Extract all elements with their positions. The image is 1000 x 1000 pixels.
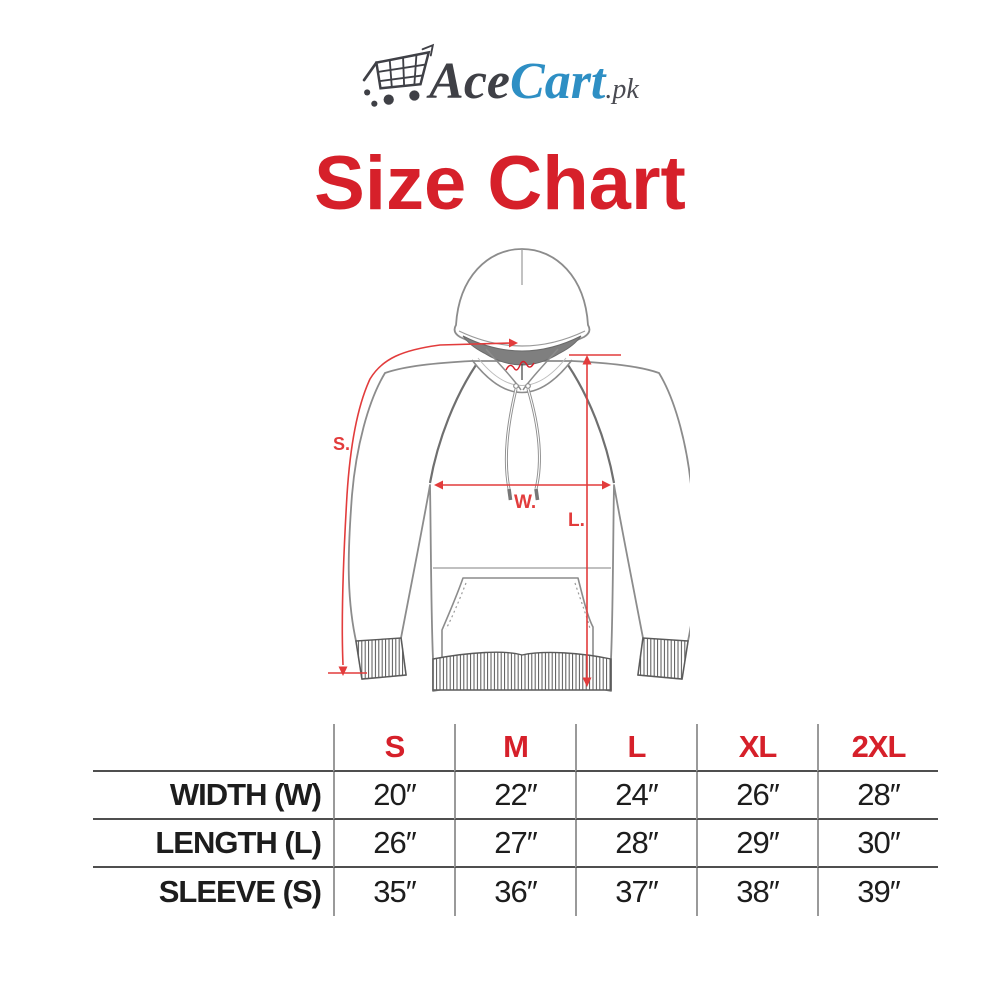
length-value-l: 28″	[575, 820, 696, 868]
collar-inner-arc	[477, 357, 567, 386]
width-value-2xl: 28″	[817, 772, 938, 820]
col-header-m: M	[454, 724, 575, 772]
logo-word-ace: Ace	[429, 53, 511, 110]
sleeve-value-s: 35″	[333, 868, 454, 916]
sleeve-value-xl: 38″	[696, 868, 817, 916]
cuff-left-rib	[355, 637, 407, 680]
grommet-left	[513, 383, 519, 389]
row-label-sleeve: SLEEVE (S)	[158, 874, 322, 909]
hoodie-measurement-diagram: S. W. L.	[320, 233, 697, 713]
length-arrowhead-up	[582, 355, 592, 365]
raglan-seam-left	[428, 364, 477, 484]
page-title: Size Chart	[314, 141, 686, 226]
cuff-right-rib	[637, 637, 689, 680]
length-value-m: 27″	[454, 820, 575, 868]
width-arrowhead-left	[434, 480, 443, 490]
width-value-xl: 26″	[696, 772, 817, 820]
pocket-stitch-right	[574, 582, 591, 630]
col-header-xl: XL	[696, 724, 817, 772]
kangaroo-pocket	[441, 577, 594, 661]
width-arrowhead-right	[602, 480, 611, 490]
col-header-2xl: 2XL	[817, 724, 938, 772]
length-arrowhead-down	[582, 677, 592, 687]
col-header-s: S	[333, 724, 454, 772]
length-value-2xl: 30″	[817, 820, 938, 868]
length-value-s: 26″	[333, 820, 454, 868]
width-value-s: 20″	[333, 772, 454, 820]
hem-rib-band	[432, 651, 612, 691]
hood-rim-inner-line	[458, 330, 586, 347]
sleeve-arrowhead-right	[509, 338, 518, 348]
drawstring-right	[526, 388, 541, 501]
shopping-cart-icon	[362, 43, 435, 107]
brand-logo-text: AceCart.pk	[429, 56, 639, 108]
sleeve-value-l: 37″	[575, 868, 696, 916]
width-value-l: 24″	[575, 772, 696, 820]
hood	[453, 248, 591, 353]
sleeve-measure-label: S.	[333, 434, 350, 454]
table-corner-cell	[93, 724, 333, 772]
length-measure-label: L.	[568, 510, 585, 531]
width-value-m: 22″	[454, 772, 575, 820]
hood-lining	[462, 335, 582, 366]
drawstring-left	[504, 388, 518, 501]
sleeve-measure-line	[328, 342, 514, 674]
collar-outer-arc	[471, 359, 573, 394]
grommet-right	[525, 383, 531, 389]
col-header-l: L	[575, 724, 696, 772]
logo-word-cart: Cart	[510, 53, 606, 110]
vneck-left	[485, 348, 522, 391]
length-measure-line	[569, 354, 621, 682]
length-value-xl: 29″	[696, 820, 817, 868]
size-table: S M L XL 2XL WIDTH (W) 20″ 22″ 24″ 26″ 2…	[93, 724, 938, 916]
row-label-width: WIDTH (W)	[93, 772, 333, 820]
row-label-length: LENGTH (L)	[93, 820, 333, 868]
raglan-seam-right	[567, 364, 616, 484]
hoodie-diagram-svg: S. W. L.	[328, 248, 697, 692]
logo-word-tld: .pk	[605, 74, 639, 105]
sleeve-arrowhead-down	[338, 666, 348, 676]
sleeve-value-m: 36″	[454, 868, 575, 916]
brand-logo: AceCart.pk	[0, 42, 1000, 108]
vneck-right	[522, 348, 559, 391]
sleeve-value-2xl: 39″	[817, 868, 938, 916]
width-measure-label: W.	[514, 492, 536, 513]
brand-signature-icon	[505, 360, 535, 371]
